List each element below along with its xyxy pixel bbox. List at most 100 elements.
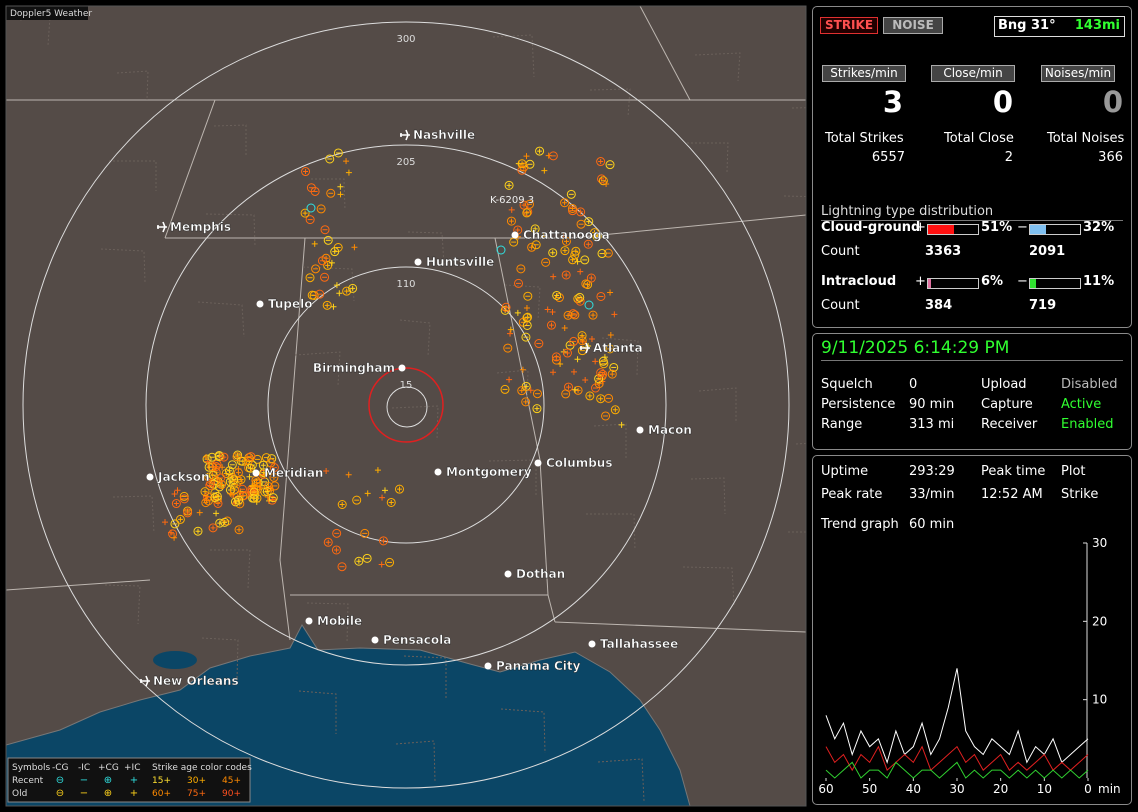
strike	[315, 289, 325, 299]
strike-sign	[302, 210, 308, 216]
noise-button[interactable]: NOISE	[883, 17, 943, 34]
strike	[224, 466, 234, 476]
legend-symbol: +	[130, 775, 138, 786]
cell: Persistence	[821, 397, 896, 412]
strike	[328, 259, 335, 266]
strike	[550, 369, 557, 376]
cell: Disabled	[1061, 377, 1118, 392]
strike	[552, 290, 562, 300]
dist-fill	[1030, 225, 1046, 234]
strike-sign	[579, 333, 585, 339]
strike-sign	[388, 499, 394, 505]
strike	[212, 494, 222, 504]
x-tick-label: 20	[993, 782, 1008, 796]
strike	[527, 387, 534, 394]
strike	[561, 270, 571, 280]
county-line	[104, 584, 141, 625]
divider	[821, 360, 1123, 361]
city-label: Columbus	[546, 456, 613, 470]
state-border	[164, 99, 216, 239]
dist-bar	[1029, 224, 1081, 235]
strike	[596, 291, 606, 301]
strike	[331, 545, 341, 555]
strike	[597, 249, 607, 259]
ring-label: 300	[396, 34, 415, 45]
city-dot	[146, 473, 154, 481]
city-dot	[398, 364, 406, 372]
strike	[301, 167, 311, 177]
strike	[598, 176, 608, 186]
strike	[219, 482, 226, 489]
strike-sign	[532, 226, 538, 232]
strike	[326, 188, 336, 198]
city-dot	[504, 570, 512, 578]
strike	[211, 462, 221, 472]
county-line	[682, 566, 735, 606]
strike-sign	[217, 520, 223, 526]
strike	[610, 405, 620, 415]
strike-sign	[534, 406, 540, 412]
strike	[594, 379, 604, 389]
state-border	[547, 594, 556, 623]
strike-sign	[515, 227, 521, 233]
strike	[519, 200, 529, 210]
annotation: K-6209 3	[490, 195, 534, 206]
strike	[517, 159, 527, 169]
trend-line	[825, 745, 1089, 772]
strike-sign	[565, 312, 571, 318]
cell: 12:52 AM	[981, 487, 1043, 502]
strike-sign	[523, 399, 529, 405]
cell: Plot	[1061, 464, 1086, 479]
ring-label: 15	[400, 380, 413, 391]
strike	[360, 528, 370, 538]
city-label: Montgomery	[446, 465, 532, 479]
cell: 33/min	[909, 487, 955, 502]
range-ring	[22, 21, 790, 789]
strike	[337, 499, 347, 509]
x-tick-label: 0	[1084, 782, 1092, 796]
strike	[541, 257, 551, 267]
legend-text: Symbols	[12, 763, 51, 773]
strike-sign	[519, 388, 525, 394]
lake	[153, 651, 197, 669]
strike-sign	[247, 465, 253, 471]
strike	[305, 273, 315, 283]
strike	[336, 290, 343, 297]
sign: +	[915, 274, 926, 289]
strike-sign	[235, 470, 241, 476]
city-label: Nashville	[413, 128, 475, 142]
strike	[261, 453, 271, 463]
strike	[208, 470, 218, 480]
county-line	[395, 740, 436, 783]
strike	[345, 471, 352, 478]
dist-pct: 11%	[1083, 274, 1115, 289]
strike-sign	[260, 462, 266, 468]
county-line	[601, 337, 639, 376]
strike	[594, 374, 604, 384]
county-line	[698, 387, 737, 423]
strike	[605, 160, 615, 170]
strike-sign	[195, 528, 201, 534]
cell: Uptime	[821, 464, 869, 479]
airport-icon	[400, 129, 410, 141]
strike-sign	[566, 384, 572, 390]
county-line	[694, 52, 741, 82]
county-line	[496, 369, 529, 405]
state-border	[554, 621, 806, 633]
county-line	[210, 549, 251, 589]
status-panel: 9/11/2025 6:14:29 PM Squelch 0 Upload Disab…	[812, 333, 1132, 450]
map-title: Doppler5 Weather	[10, 9, 92, 19]
cell: Upload	[981, 377, 1027, 392]
strike-button[interactable]: STRIKE	[820, 17, 878, 34]
state-border	[569, 214, 806, 239]
strike	[575, 292, 585, 302]
strike	[586, 273, 596, 283]
strike-sign	[339, 502, 345, 507]
state-border	[639, 6, 691, 101]
strike	[563, 310, 573, 320]
strike-sign	[264, 489, 270, 495]
strike-sign	[173, 501, 179, 507]
strike	[523, 291, 533, 301]
strike	[604, 393, 614, 403]
